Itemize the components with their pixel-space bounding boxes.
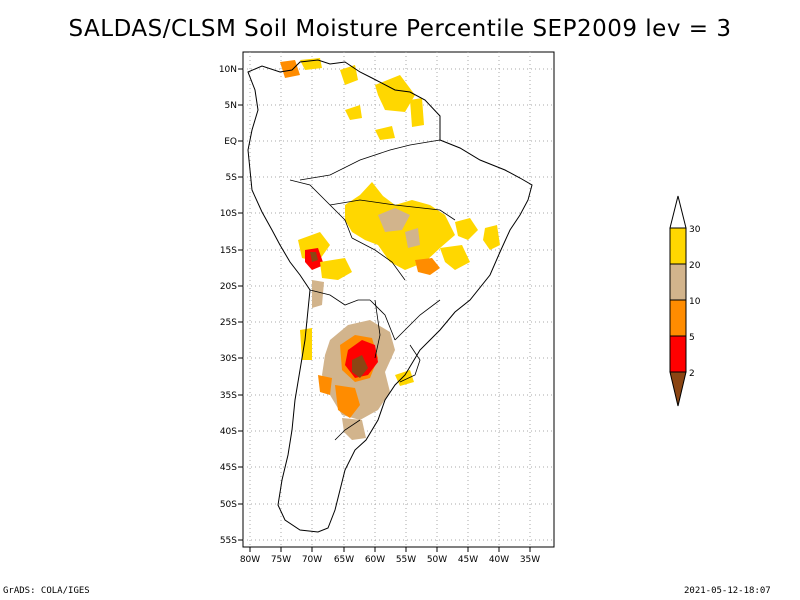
- colorbar-label: 10: [689, 297, 701, 307]
- continent-outline: [247, 59, 533, 533]
- lat-label: 5N: [225, 101, 237, 111]
- moisture-patch: [375, 75, 415, 112]
- moisture-patch: [352, 355, 368, 378]
- lat-label: 55S: [220, 536, 237, 546]
- moisture-patch: [345, 105, 362, 120]
- moisture-patch: [318, 375, 332, 395]
- coastline: [247, 59, 533, 533]
- country-border: [299, 139, 441, 181]
- country-border: [374, 299, 381, 359]
- lat-label: 15S: [220, 246, 237, 256]
- lat-label: 40S: [220, 427, 237, 437]
- moisture-patch: [340, 65, 358, 85]
- country-border: [394, 299, 441, 341]
- lon-label: 75W: [271, 555, 291, 565]
- moisture-patch: [310, 252, 318, 262]
- moisture-patch: [410, 98, 424, 127]
- country-border: [289, 179, 353, 239]
- country-border: [399, 344, 421, 383]
- moisture-patch: [280, 60, 300, 78]
- footer-timestamp: 2021-05-12-18:07: [684, 586, 771, 596]
- country-border: [309, 289, 370, 306]
- moisture-patches: [280, 58, 500, 440]
- longitude-labels: 80W 75W 70W 65W 60W 55W 50W 45W 40W 35W: [240, 547, 540, 565]
- lon-label: 40W: [489, 555, 509, 565]
- lat-label: 30S: [220, 354, 237, 364]
- colorbar-segment: [669, 263, 687, 301]
- lat-label: 35S: [220, 391, 237, 401]
- lon-label: 65W: [334, 555, 354, 565]
- lon-label: 45W: [458, 555, 478, 565]
- lat-label: 45S: [220, 463, 237, 473]
- country-border: [334, 419, 361, 441]
- lat-label: EQ: [224, 137, 237, 147]
- colorbar-label: 20: [689, 261, 701, 271]
- map-title: SALDAS/CLSM Soil Moisture Percentile SEP…: [68, 16, 732, 42]
- latitude-labels: 10N 5N EQ 5S 10S 15S 20S 25S 30S 35S 40S 45S 50S 55S: [219, 65, 243, 546]
- colorbar-segment: [669, 227, 687, 265]
- lat-label: 5S: [226, 173, 238, 183]
- lat-label: 50S: [220, 500, 237, 510]
- moisture-patch: [312, 280, 324, 308]
- lat-label: 20S: [220, 282, 237, 292]
- country-border: [369, 299, 396, 341]
- lat-label: 10N: [219, 65, 237, 75]
- moisture-patch: [395, 370, 414, 386]
- moisture-patch: [320, 258, 352, 280]
- colorbar-top-cap: [669, 195, 687, 229]
- country-border: [329, 199, 456, 221]
- colorbar-segment: [669, 299, 687, 337]
- lon-label: 80W: [240, 555, 260, 565]
- lon-label: 70W: [302, 555, 322, 565]
- colorbar: 30 20 10 5 2: [669, 195, 701, 407]
- moisture-patch: [405, 228, 420, 248]
- lat-label: 10S: [220, 209, 237, 219]
- footer-credit: GrADS: COLA/IGES: [3, 586, 90, 596]
- moisture-patch: [375, 126, 395, 140]
- lon-label: 55W: [396, 555, 416, 565]
- moisture-patch: [342, 418, 366, 440]
- lat-label: 25S: [220, 318, 237, 328]
- country-border: [351, 237, 406, 281]
- moisture-patch: [455, 218, 478, 240]
- moisture-patch: [378, 208, 410, 232]
- moisture-patch: [440, 245, 470, 270]
- moisture-patch: [415, 258, 440, 275]
- grid-lines: [243, 52, 554, 547]
- moisture-patch: [483, 225, 500, 250]
- plot-frame: [242, 51, 555, 548]
- colorbar-label: 5: [689, 333, 695, 343]
- colorbar-segment: [669, 335, 687, 373]
- lon-label: 35W: [520, 555, 540, 565]
- colorbar-label: 30: [689, 225, 701, 235]
- colorbar-bottom-cap: [669, 371, 687, 407]
- lon-label: 50W: [427, 555, 447, 565]
- moisture-patch: [335, 385, 360, 418]
- colorbar-label: 2: [689, 369, 695, 379]
- lon-label: 60W: [365, 555, 385, 565]
